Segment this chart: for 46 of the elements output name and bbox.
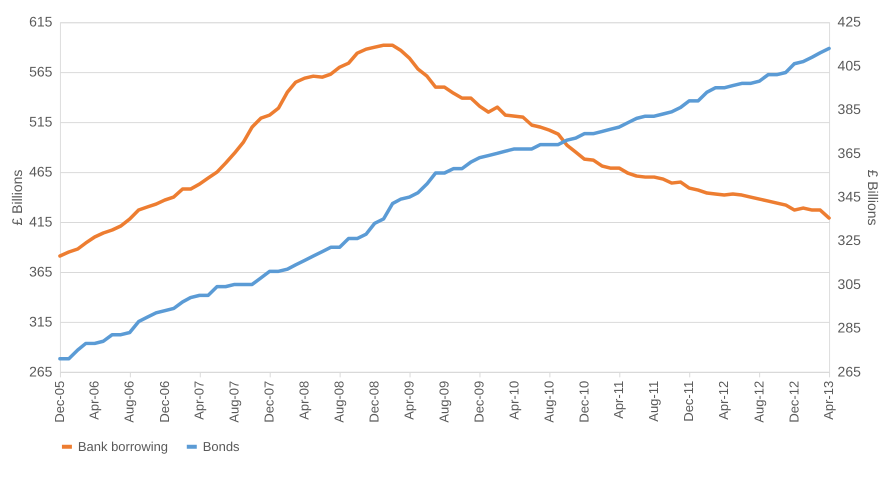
x-tick-label: Aug-10 <box>541 380 556 423</box>
x-tick-label: Apr-12 <box>716 380 732 420</box>
y-axis-title: £ Billions <box>9 170 26 226</box>
x-tick-label: Dec-12 <box>786 380 802 423</box>
y2-tick-label: 425 <box>838 14 862 30</box>
x-tick-label: Aug-07 <box>226 380 242 423</box>
y2-tick-label: 385 <box>838 101 862 118</box>
y-tick-label: 265 <box>29 363 53 380</box>
line-series <box>58 43 831 258</box>
y-tick-label: 515 <box>29 114 53 130</box>
x-tick-label: Dec-09 <box>472 380 487 423</box>
y2-tick-label: 405 <box>838 57 862 74</box>
x-tick-label: Apr-10 <box>506 380 522 420</box>
y2-axis-title: £ Billions <box>864 170 881 226</box>
y2-tick-label: 345 <box>838 188 862 205</box>
y2-tick-label: 325 <box>838 232 862 248</box>
y-tick-label: 565 <box>29 64 53 80</box>
x-tick-label: Apr-06 <box>86 380 102 420</box>
x-tick-label: Dec-05 <box>52 380 67 423</box>
y2-tick-label: 305 <box>838 276 862 292</box>
legend-label: Bank borrowing <box>78 438 168 454</box>
x-tick-label: Aug-08 <box>332 380 347 423</box>
x-tick-label: Dec-11 <box>681 380 696 422</box>
y-tick-label: 465 <box>29 164 53 180</box>
y-tick-label: 615 <box>29 14 53 30</box>
x-tick-label: Dec-07 <box>262 380 277 423</box>
x-tick-label: Dec-06 <box>156 380 172 423</box>
x-tick-label: Aug-11 <box>646 380 662 422</box>
x-tick-label: Apr-07 <box>192 380 207 420</box>
y2-tick-label: 365 <box>838 144 862 161</box>
x-tick-label: Aug-09 <box>436 380 452 423</box>
y-tick-label: 415 <box>29 214 53 230</box>
x-tick-label: Aug-06 <box>122 380 137 423</box>
line-series <box>58 46 831 360</box>
x-tick-label: Dec-10 <box>576 380 592 423</box>
legend-label: Bonds <box>202 438 240 454</box>
x-tick-label: Aug-12 <box>751 380 766 423</box>
x-tick-label: Apr-09 <box>401 380 416 420</box>
y2-tick-label: 285 <box>838 320 862 336</box>
x-tick-label: Apr-08 <box>296 380 312 420</box>
y-tick-label: 365 <box>29 263 53 280</box>
x-tick-label: Dec-08 <box>366 380 382 423</box>
y2-tick-label: 265 <box>838 363 862 380</box>
x-tick-label: Apr-13 <box>821 380 836 420</box>
y-tick-label: 315 <box>29 313 53 330</box>
x-tick-label: Apr-11 <box>611 380 626 419</box>
